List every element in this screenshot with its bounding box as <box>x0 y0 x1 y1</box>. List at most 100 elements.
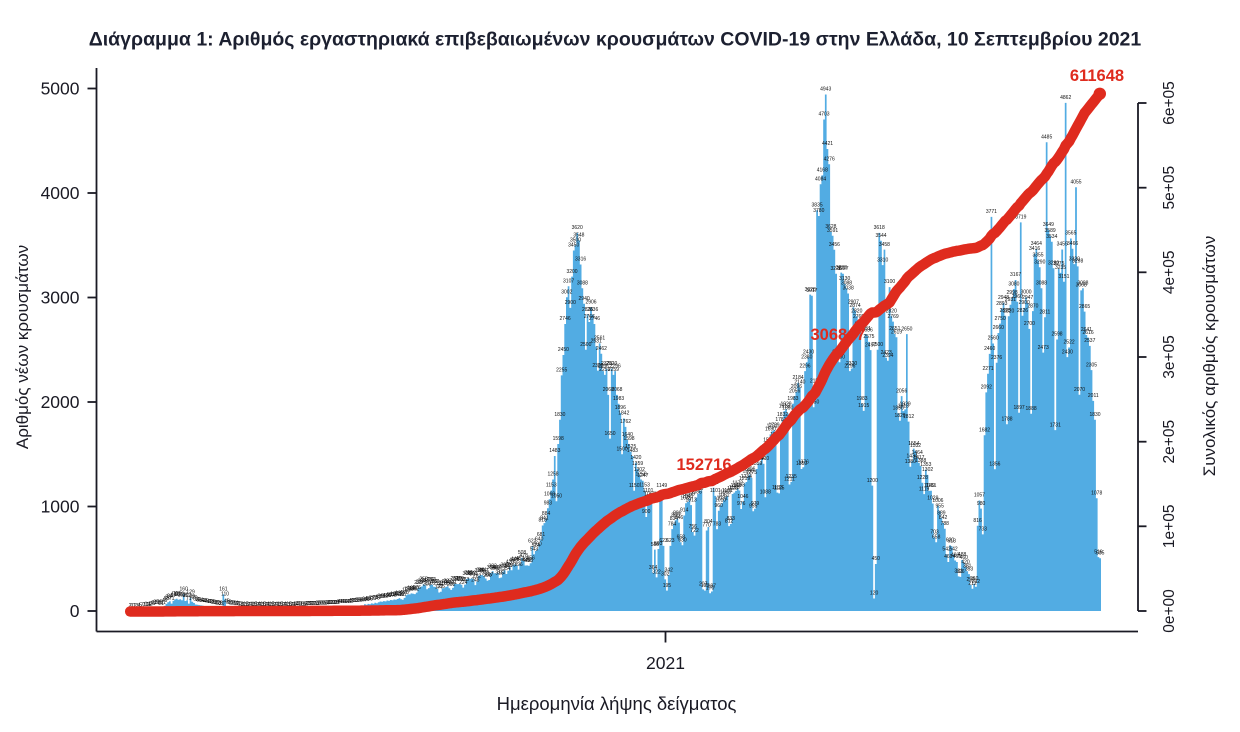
svg-text:161: 161 <box>219 586 228 592</box>
svg-text:1006: 1006 <box>932 498 943 504</box>
svg-text:1417: 1417 <box>913 455 924 461</box>
svg-text:56: 56 <box>196 597 202 603</box>
svg-text:83: 83 <box>376 595 382 601</box>
svg-text:756: 756 <box>689 524 698 530</box>
svg-text:14: 14 <box>290 602 296 608</box>
svg-text:658: 658 <box>677 534 686 540</box>
svg-text:227: 227 <box>416 580 425 586</box>
svg-text:26: 26 <box>217 601 223 607</box>
svg-text:30: 30 <box>214 600 220 606</box>
svg-text:218: 218 <box>438 580 447 586</box>
svg-text:1057: 1057 <box>974 493 985 499</box>
svg-text:3290: 3290 <box>1034 259 1045 265</box>
svg-text:1598: 1598 <box>553 436 564 442</box>
svg-text:13: 13 <box>241 602 247 608</box>
svg-text:362: 362 <box>490 565 499 571</box>
svg-text:30: 30 <box>329 600 335 606</box>
svg-text:2320: 2320 <box>606 361 617 367</box>
svg-text:7: 7 <box>141 603 144 609</box>
svg-text:3227: 3227 <box>837 266 848 272</box>
svg-text:884: 884 <box>542 511 551 517</box>
svg-text:2616: 2616 <box>1083 330 1094 336</box>
svg-text:0: 0 <box>70 601 80 621</box>
svg-text:3458: 3458 <box>879 242 890 248</box>
svg-text:60: 60 <box>364 597 370 603</box>
svg-text:3450: 3450 <box>568 243 579 249</box>
svg-text:97: 97 <box>386 593 392 599</box>
svg-text:4055: 4055 <box>1070 180 1081 186</box>
svg-text:92: 92 <box>383 594 389 600</box>
svg-text:770: 770 <box>702 523 711 529</box>
svg-text:385: 385 <box>504 563 513 569</box>
svg-text:3275: 3275 <box>1053 261 1064 267</box>
svg-text:1929: 1929 <box>780 402 791 408</box>
svg-text:1258: 1258 <box>636 472 647 478</box>
svg-text:28: 28 <box>215 600 221 606</box>
svg-text:13: 13 <box>250 602 256 608</box>
svg-text:3534: 3534 <box>1046 234 1057 240</box>
svg-text:40: 40 <box>207 599 213 605</box>
svg-text:3320: 3320 <box>1069 256 1080 262</box>
svg-text:1120: 1120 <box>727 486 738 492</box>
svg-text:185: 185 <box>437 584 446 590</box>
svg-text:1781: 1781 <box>775 417 786 423</box>
svg-text:25: 25 <box>321 601 327 607</box>
svg-text:2394: 2394 <box>882 353 893 359</box>
svg-text:73: 73 <box>369 596 375 602</box>
svg-text:91: 91 <box>378 594 384 600</box>
svg-text:2825: 2825 <box>1000 308 1011 314</box>
svg-text:224: 224 <box>459 580 468 586</box>
svg-text:469: 469 <box>944 554 953 560</box>
svg-text:231: 231 <box>442 579 451 585</box>
svg-text:841: 841 <box>540 515 549 521</box>
svg-text:45: 45 <box>203 599 209 605</box>
svg-text:13: 13 <box>267 602 273 608</box>
svg-text:52: 52 <box>352 598 358 604</box>
svg-text:40: 40 <box>338 599 344 605</box>
svg-text:12: 12 <box>262 602 268 608</box>
svg-text:170: 170 <box>706 585 715 591</box>
svg-text:2537: 2537 <box>1084 338 1095 344</box>
svg-text:41: 41 <box>341 599 347 605</box>
svg-text:1888: 1888 <box>1026 406 1037 412</box>
svg-text:187: 187 <box>708 584 717 590</box>
svg-text:176: 176 <box>413 585 422 591</box>
svg-text:1013: 1013 <box>686 497 697 503</box>
svg-text:1434: 1434 <box>906 453 917 459</box>
svg-text:1151: 1151 <box>926 483 937 489</box>
svg-text:3088: 3088 <box>841 281 852 287</box>
svg-text:804: 804 <box>704 519 713 525</box>
svg-text:3107: 3107 <box>563 279 574 285</box>
svg-text:2900: 2900 <box>565 300 576 306</box>
svg-text:115: 115 <box>394 591 402 597</box>
svg-text:3771: 3771 <box>986 209 997 215</box>
svg-text:24: 24 <box>233 601 239 607</box>
svg-text:2820: 2820 <box>851 309 862 315</box>
svg-text:846: 846 <box>675 515 684 521</box>
svg-text:42: 42 <box>345 599 351 605</box>
svg-text:900: 900 <box>642 509 651 515</box>
svg-text:42: 42 <box>347 599 353 605</box>
svg-text:Αριθμός νέων κρουσμάτων: Αριθμός νέων κρουσμάτων <box>13 245 32 449</box>
svg-text:2826: 2826 <box>1017 308 1028 314</box>
svg-text:1788: 1788 <box>1001 416 1012 422</box>
svg-text:2259: 2259 <box>608 367 619 373</box>
svg-text:1356: 1356 <box>989 462 1000 468</box>
svg-text:53: 53 <box>357 598 363 604</box>
svg-text:159: 159 <box>406 587 415 593</box>
svg-text:15: 15 <box>286 602 292 608</box>
svg-text:1050: 1050 <box>551 494 562 500</box>
svg-text:3548: 3548 <box>573 232 584 238</box>
svg-text:2820: 2820 <box>1003 309 1014 315</box>
svg-text:5000: 5000 <box>41 79 80 99</box>
svg-text:3100: 3100 <box>884 279 895 285</box>
svg-text:1125: 1125 <box>774 486 785 492</box>
svg-text:14: 14 <box>281 602 287 608</box>
svg-text:2766: 2766 <box>584 314 595 320</box>
svg-text:88: 88 <box>379 594 385 600</box>
svg-text:4084: 4084 <box>815 176 826 182</box>
svg-text:1219: 1219 <box>739 476 750 482</box>
svg-text:2e+05: 2e+05 <box>1161 420 1178 464</box>
svg-text:914: 914 <box>680 508 689 514</box>
svg-text:22: 22 <box>234 601 240 607</box>
